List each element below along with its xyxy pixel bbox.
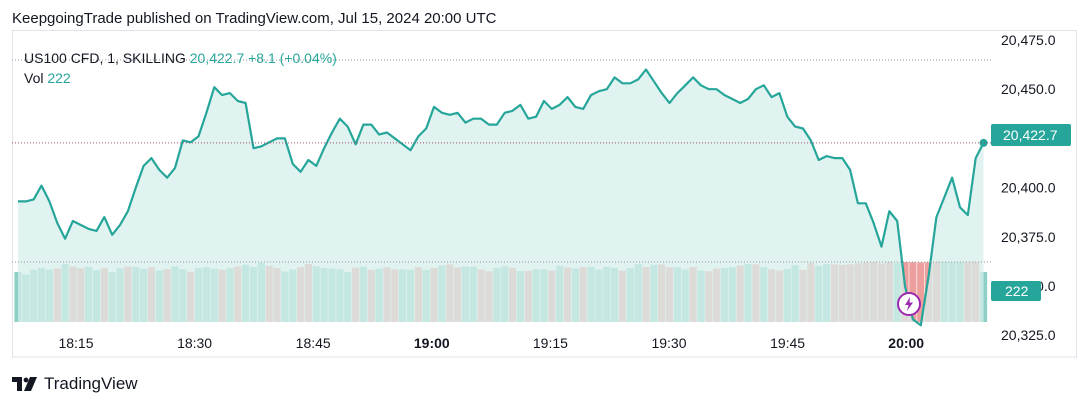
footer-brand[interactable]: TradingView: [12, 374, 138, 394]
publisher-header: KeepgoingTrade published on TradingView.…: [12, 10, 497, 27]
last-price-value: 20,422.7: [189, 50, 245, 66]
price-change-value: +8.1 (+0.04%): [248, 50, 337, 66]
y-tick-label: 20,375.0: [1001, 229, 1056, 245]
last-price-marker: [979, 138, 988, 147]
x-tick-label: 19:00: [414, 335, 450, 351]
chart-frame: [12, 30, 1077, 358]
x-tick-label: 18:45: [296, 335, 331, 351]
lightning-bolt-icon[interactable]: [897, 292, 921, 316]
price-line: [18, 68, 985, 327]
x-tick-label: 19:45: [770, 335, 805, 351]
price-area: [18, 68, 988, 327]
y-axis-ticks: 20,475.020,450.020,400.020,375.020,350.0…: [1001, 32, 1056, 343]
y-tick-label: 20,400.0: [1001, 180, 1056, 196]
volume-label[interactable]: Vol: [24, 70, 44, 86]
volume-axis-badge: 222: [991, 281, 1041, 301]
tradingview-logo-icon: [12, 377, 37, 391]
symbol-label[interactable]: US100 CFD, 1, SKILLING: [24, 50, 186, 66]
reference-lines: [12, 59, 1077, 358]
price-area-fill: [18, 69, 984, 326]
x-tick-label: 18:15: [58, 335, 93, 351]
volume-bar: [979, 271, 988, 322]
x-tick-label: 19:15: [533, 335, 568, 351]
x-tick-label: 18:30: [177, 335, 212, 351]
y-tick-label: 20,450.0: [1001, 81, 1056, 97]
y-tick-label: 20,325.0: [1001, 327, 1056, 343]
x-tick-label: 19:30: [651, 335, 686, 351]
x-tick-label: 20:00: [888, 335, 924, 351]
volume-bar: [917, 262, 925, 322]
y-tick-label: 20,475.0: [1001, 32, 1056, 48]
x-axis-ticks: 18:15 18:30 18:45 19:00 19:15 19:30 19:45 20:00: [58, 335, 924, 351]
chart-legend: US100 CFD, 1, SKILLING 20,422.7 +8.1 (+0…: [24, 48, 337, 88]
price-axis-badge: 20,422.7: [991, 124, 1071, 146]
brand-name: TradingView: [44, 374, 138, 393]
volume-value: 222: [47, 70, 71, 86]
